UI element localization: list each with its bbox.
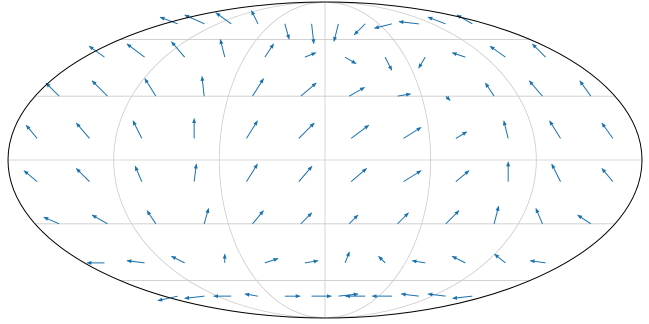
vector-arrow: [88, 45, 105, 58]
vector-arrow: [126, 43, 145, 58]
vector-arrow: [348, 86, 365, 97]
vector-arrow: [489, 45, 506, 58]
vector-arrow: [494, 253, 506, 264]
vector-arrow: [298, 122, 315, 139]
vectors: [23, 10, 614, 302]
vector-arrow: [535, 207, 543, 225]
vector-arrow: [246, 120, 258, 139]
vector-arrow: [353, 23, 366, 36]
vector-arrow: [502, 120, 509, 139]
vector-arrow: [445, 95, 451, 101]
vector-arrow: [445, 210, 460, 225]
vector-arrow: [157, 295, 178, 302]
graticule: [8, 1, 642, 319]
vector-arrow: [579, 80, 592, 97]
vector-arrow: [134, 165, 143, 182]
vector-arrow: [132, 120, 143, 139]
vector-arrow: [91, 214, 108, 225]
vector-arrow: [264, 258, 279, 264]
vector-arrow: [75, 122, 90, 139]
vector-arrow: [126, 259, 145, 264]
vector-arrow: [25, 124, 38, 139]
vector-arrow: [219, 39, 226, 58]
vector-arrow: [284, 23, 290, 40]
vector-arrow: [384, 56, 393, 71]
vector-arrow: [200, 75, 205, 97]
vector-arrow: [455, 131, 468, 139]
vector-arrow: [184, 295, 205, 300]
vector-arrow: [300, 82, 317, 97]
vector-arrow: [144, 78, 157, 97]
vector-arrow: [601, 168, 614, 182]
vector-arrow: [246, 163, 258, 182]
vector-arrow: [344, 251, 350, 264]
vector-arrow: [451, 52, 466, 58]
vector-arrow: [549, 120, 561, 139]
vector-arrow: [373, 23, 393, 30]
vector-arrow: [350, 124, 370, 139]
vector-arrow: [455, 170, 470, 183]
vector-arrow: [528, 80, 543, 97]
vector-arrow: [427, 16, 446, 25]
vector-arrow: [403, 170, 422, 183]
vector-arrow: [250, 10, 259, 25]
vector-arrow: [300, 212, 313, 225]
vector-arrow: [75, 168, 90, 182]
vector-arrow: [215, 12, 232, 25]
vector-arrow: [23, 170, 38, 183]
vector-arrow: [264, 43, 275, 58]
vector-arrow: [43, 216, 60, 225]
vector-arrow: [311, 23, 316, 45]
vector-arrow: [551, 163, 561, 182]
vector-arrow: [244, 292, 259, 297]
vector-arrow: [304, 52, 317, 58]
vector-arrow: [159, 16, 178, 25]
vector-arrow: [350, 168, 367, 182]
vector-arrow: [484, 82, 495, 97]
vector-arrow: [411, 259, 426, 264]
vector-arrow: [348, 214, 359, 225]
vector-arrow: [304, 259, 319, 264]
vector-arrow: [531, 43, 546, 58]
vector-arrow: [146, 210, 157, 225]
vector-arrow: [252, 210, 264, 225]
vector-arrow: [45, 82, 60, 97]
vector-arrow: [397, 92, 412, 97]
vector-arrow: [91, 80, 108, 97]
vector-arrow: [252, 78, 264, 97]
vector-arrow: [529, 259, 546, 264]
vector-arrow: [333, 23, 339, 42]
vector-arrow: [397, 212, 409, 225]
vector-arrow: [171, 255, 185, 264]
vector-arrow: [403, 126, 422, 139]
vector-arrow: [344, 56, 357, 65]
map-outline: [7, 1, 643, 319]
vector-arrow: [493, 205, 500, 224]
vector-arrow: [427, 292, 446, 297]
vector-arrow: [203, 207, 210, 224]
vector-arrow: [193, 163, 198, 182]
vector-arrow: [577, 214, 592, 225]
vector-arrow: [601, 122, 614, 139]
vector-arrow: [298, 165, 313, 182]
vector-arrow: [398, 20, 419, 25]
vector-arrow: [400, 292, 419, 297]
vector-arrow: [418, 56, 426, 69]
vector-arrow: [452, 295, 473, 300]
vector-arrow: [171, 41, 186, 58]
vector-arrow: [378, 255, 386, 264]
vector-arrow: [184, 14, 205, 25]
vector-arrow: [451, 255, 466, 264]
